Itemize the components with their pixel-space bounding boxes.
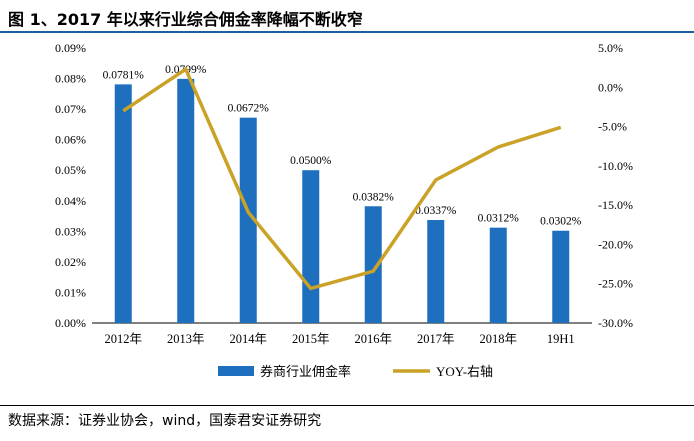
bar-data-label: 0.0302% — [540, 216, 582, 228]
bar-data-label: 0.0500% — [290, 155, 332, 167]
bar — [239, 117, 257, 324]
x-tick-label: 2014年 — [229, 332, 267, 346]
legend-label-bars: 券商行业佣金率 — [260, 364, 351, 379]
y-right-tick-label: -15.0% — [598, 198, 633, 212]
bar-data-label: 0.0337% — [415, 205, 457, 217]
y-left-tick-label: 0.05% — [55, 163, 86, 177]
bar-data-label: 0.0312% — [478, 213, 520, 225]
y-left-tick-label: 0.09% — [55, 41, 86, 55]
source-note: 数据来源：证券业协会，wind，国泰君安证券研究 — [8, 413, 322, 429]
y-right-tick-label: 0.0% — [598, 80, 623, 94]
bar-data-label: 0.0382% — [353, 191, 395, 203]
bar — [364, 206, 382, 323]
bar — [302, 170, 320, 323]
legend-label-line: YOY-右轴 — [436, 364, 493, 379]
bar — [427, 220, 445, 323]
bar-data-label: 0.0672% — [228, 103, 270, 115]
y-left-tick-label: 0.03% — [55, 224, 86, 238]
y-left-tick-label: 0.07% — [55, 102, 86, 116]
bar — [177, 78, 195, 323]
x-tick-label: 2015年 — [292, 332, 330, 346]
y-right-tick-label: -30.0% — [598, 316, 633, 330]
y-right-tick-label: -5.0% — [598, 120, 627, 134]
y-left-tick-label: 0.08% — [55, 72, 86, 86]
bar — [489, 227, 507, 323]
source-divider — [0, 405, 694, 406]
y-right-tick-label: -25.0% — [598, 277, 633, 291]
yoy-line — [122, 66, 562, 291]
y-left-tick-label: 0.01% — [55, 285, 86, 299]
x-tick-label: 19H1 — [547, 332, 575, 346]
x-tick-label: 2013年 — [167, 332, 205, 346]
y-left-tick-label: 0.06% — [55, 133, 86, 147]
y-right-tick-label: -20.0% — [598, 237, 633, 251]
bar — [114, 84, 132, 323]
y-left-tick-label: 0.04% — [55, 194, 86, 208]
chart-title: 图 1、2017 年以来行业综合佣金率降幅不断收窄 — [8, 10, 363, 29]
bar-data-label: 0.0781% — [103, 69, 145, 81]
y-right-tick-label: -10.0% — [598, 159, 633, 173]
legend-swatch-bars — [218, 366, 254, 376]
y-right-tick-label: 5.0% — [598, 41, 623, 55]
y-left-tick-label: 0.02% — [55, 255, 86, 269]
x-tick-label: 2017年 — [417, 332, 455, 346]
x-tick-label: 2016年 — [354, 332, 392, 346]
x-tick-label: 2018年 — [479, 332, 517, 346]
y-left-tick-label: 0.00% — [55, 316, 86, 330]
x-tick-label: 2012年 — [104, 332, 142, 346]
title-divider — [0, 31, 694, 33]
bar — [552, 230, 570, 323]
